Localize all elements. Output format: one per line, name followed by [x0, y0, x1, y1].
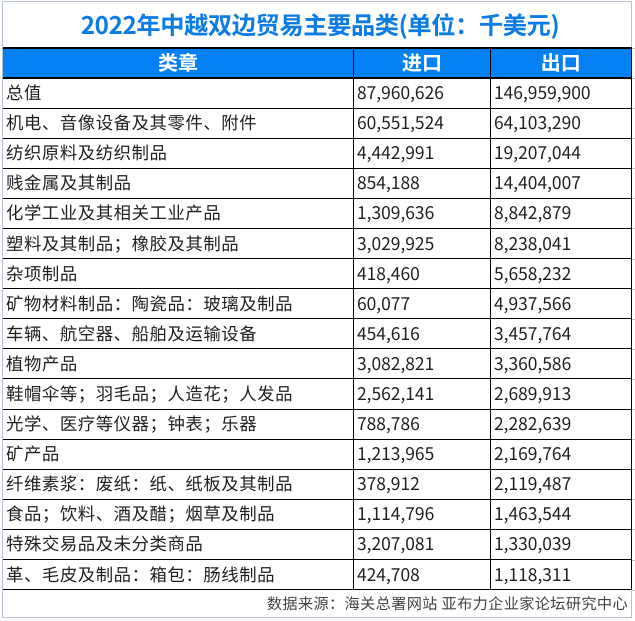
- table-row: 鞋帽伞等；羽毛品；人造花；人发品 2,562,141 2,689,913: [3, 378, 632, 410]
- page-title: 2022年中越双边贸易主要品类(单位：千美元): [80, 6, 560, 41]
- export-cell: 19,207,044: [490, 137, 632, 169]
- export-cell: 2,689,913: [490, 378, 632, 410]
- export-cell: 64,103,290: [490, 107, 632, 139]
- gridline-stub: [632, 319, 635, 320]
- export-cell: 2,169,764: [490, 438, 632, 470]
- category-cell: 塑料及其制品；橡胶及其制品: [3, 227, 354, 260]
- category-cell: 特殊交易品及未分类商品: [3, 528, 354, 561]
- export-cell: 146,959,900: [490, 77, 632, 109]
- table-row: 纤维素浆：废纸：纸、纸板及其制品 378,912 2,119,487: [3, 468, 632, 500]
- category-cell: 食品；饮料、酒及醋；烟草及制品: [3, 498, 354, 530]
- export-cell: 14,404,007: [490, 167, 632, 199]
- export-cell: 3,457,764: [490, 318, 632, 350]
- export-cell: 3,360,586: [490, 348, 632, 380]
- gridline-stub: [632, 228, 635, 229]
- trade-table: 类章 进口 出口 总值 87,960,626 146,959,900 机电、音像设备及…: [3, 47, 632, 591]
- export-cell: 5,658,232: [490, 258, 632, 290]
- category-cell: 化学工业及其相关工业产品: [3, 197, 354, 229]
- import-cell: 4,442,991: [353, 137, 491, 169]
- category-cell: 杂项制品: [3, 258, 354, 290]
- category-cell: 纺织原料及纺织制品: [3, 137, 354, 169]
- table-row: 车辆、航空器、船舶及运输设备 454,616 3,457,764: [3, 318, 632, 350]
- import-cell: 454,616: [353, 318, 491, 350]
- table-row: 杂项制品 418,460 5,658,232: [3, 258, 632, 290]
- gridline-stub: [632, 409, 635, 410]
- column-header-export: 出口: [490, 47, 632, 79]
- data-source-note: 数据来源：海关总署网站 亚布力企业家论坛研究中心: [266, 592, 628, 614]
- gridline-stub: [632, 349, 635, 350]
- category-cell: 机电、音像设备及其零件、附件: [3, 107, 354, 139]
- gridline-stub: [632, 168, 635, 169]
- table-row: 矿产品 1,213,965 2,169,764: [3, 438, 632, 470]
- export-cell: 4,937,566: [490, 288, 632, 320]
- table-row: 矿物材料制品：陶瓷品：玻璃及制品 60,077 4,937,566: [3, 288, 632, 320]
- export-cell: 1,463,544: [490, 498, 632, 530]
- category-cell: 车辆、航空器、船舶及运输设备: [3, 318, 354, 350]
- table-row: 化学工业及其相关工业产品 1,309,636 8,842,879: [3, 197, 632, 229]
- category-cell: 革、毛皮及制品：箱包：肠线制品: [3, 558, 354, 591]
- gridline-stub: [632, 78, 635, 79]
- gridline-stub: [632, 439, 635, 440]
- table-row: 革、毛皮及制品：箱包：肠线制品 424,708 1,118,311: [3, 558, 632, 591]
- table-row: 特殊交易品及未分类商品 3,207,081 1,330,039: [3, 528, 632, 561]
- gridline-stub: [632, 138, 635, 139]
- gridline-stub: [632, 529, 635, 530]
- import-cell: 87,960,626: [353, 77, 491, 109]
- export-cell: 1,330,039: [490, 528, 632, 561]
- import-cell: 788,786: [353, 408, 491, 440]
- table-row: 光学、医疗等仪器；钟表；乐器 788,786 2,282,639: [3, 408, 632, 440]
- import-cell: 378,912: [353, 468, 491, 500]
- category-cell: 矿产品: [3, 438, 354, 470]
- export-cell: 2,282,639: [490, 408, 632, 440]
- import-cell: 1,114,796: [353, 498, 491, 530]
- import-cell: 854,188: [353, 167, 491, 199]
- table-row: 植物产品 3,082,821 3,360,586: [3, 348, 632, 380]
- header-row: 类章 进口 出口: [3, 47, 632, 79]
- gridline-stub: [632, 560, 635, 561]
- table-row: 总值 87,960,626 146,959,900: [3, 77, 632, 109]
- gridline-stub: [632, 259, 635, 260]
- table-row: 食品；饮料、酒及醋；烟草及制品 1,114,796 1,463,544: [3, 498, 632, 530]
- gridline-stub: [632, 469, 635, 470]
- column-header-import: 进口: [353, 47, 491, 79]
- gridline-stub: [632, 48, 635, 49]
- category-cell: 矿物材料制品：陶瓷品：玻璃及制品: [3, 288, 354, 320]
- export-cell: 8,842,879: [490, 197, 632, 229]
- column-header-category: 类章: [3, 47, 354, 79]
- import-cell: 60,077: [353, 288, 491, 320]
- import-cell: 424,708: [353, 558, 491, 591]
- table-row: 纺织原料及纺织制品 4,442,991 19,207,044: [3, 137, 632, 169]
- import-cell: 2,562,141: [353, 378, 491, 410]
- import-cell: 3,207,081: [353, 528, 491, 561]
- category-cell: 光学、医疗等仪器；钟表；乐器: [3, 408, 354, 440]
- gridline-stub: [632, 108, 635, 109]
- export-cell: 1,118,311: [490, 558, 632, 591]
- gridline-stub: [632, 379, 635, 380]
- table-row: 塑料及其制品；橡胶及其制品 3,029,925 8,238,041: [3, 227, 632, 260]
- category-cell: 植物产品: [3, 348, 354, 380]
- import-cell: 60,551,524: [353, 107, 491, 139]
- gridline-stub: [632, 289, 635, 290]
- category-cell: 纤维素浆：废纸：纸、纸板及其制品: [3, 468, 354, 500]
- import-cell: 418,460: [353, 258, 491, 290]
- table-row: 机电、音像设备及其零件、附件 60,551,524 64,103,290: [3, 107, 632, 139]
- category-cell: 鞋帽伞等；羽毛品；人造花；人发品: [3, 378, 354, 410]
- gridline-stub: [632, 499, 635, 500]
- import-cell: 3,029,925: [353, 227, 491, 260]
- gridline-stub: [632, 590, 635, 591]
- import-cell: 1,309,636: [353, 197, 491, 229]
- table-row: 贱金属及其制品 854,188 14,404,007: [3, 167, 632, 199]
- table-body: 总值 87,960,626 146,959,900 机电、音像设备及其零件、附件 60,…: [3, 77, 632, 591]
- category-cell: 贱金属及其制品: [3, 167, 354, 199]
- import-cell: 3,082,821: [353, 348, 491, 380]
- export-cell: 8,238,041: [490, 227, 632, 260]
- category-cell: 总值: [3, 77, 354, 109]
- gridline-stub: [632, 198, 635, 199]
- import-cell: 1,213,965: [353, 438, 491, 470]
- export-cell: 2,119,487: [490, 468, 632, 500]
